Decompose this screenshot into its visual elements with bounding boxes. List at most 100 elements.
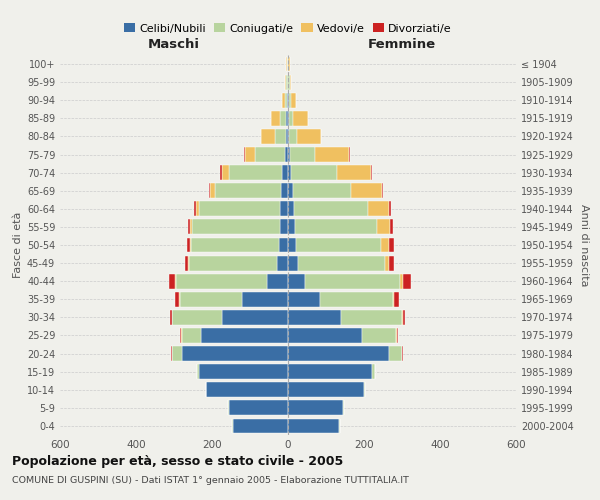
Bar — [220, 165, 221, 180]
Bar — [288, 382, 364, 397]
Bar — [288, 111, 289, 126]
Bar — [197, 364, 199, 379]
Bar — [320, 292, 392, 306]
Bar — [402, 310, 403, 325]
Bar — [337, 165, 371, 180]
Bar — [182, 346, 288, 361]
Bar — [170, 310, 172, 325]
Bar — [286, 111, 288, 126]
Bar — [371, 364, 376, 379]
Bar — [291, 165, 337, 180]
Bar — [194, 202, 196, 216]
Bar — [188, 256, 189, 270]
Bar — [288, 220, 295, 234]
Bar — [293, 184, 352, 198]
Bar — [190, 238, 191, 252]
Bar — [305, 274, 400, 288]
Bar — [280, 202, 288, 216]
Bar — [288, 147, 290, 162]
Bar — [314, 147, 349, 162]
Bar — [289, 111, 293, 126]
Bar — [169, 274, 175, 288]
Bar — [175, 274, 176, 288]
Bar — [297, 129, 322, 144]
Bar — [245, 147, 254, 162]
Bar — [368, 202, 389, 216]
Bar — [280, 220, 288, 234]
Bar — [275, 129, 286, 144]
Bar — [172, 346, 182, 361]
Bar — [189, 256, 277, 270]
Bar — [293, 111, 308, 126]
Bar — [289, 74, 290, 90]
Bar — [286, 56, 287, 72]
Bar — [175, 292, 179, 306]
Bar — [215, 184, 281, 198]
Bar — [277, 256, 288, 270]
Y-axis label: Fasce di età: Fasce di età — [13, 212, 23, 278]
Bar — [394, 292, 399, 306]
Bar — [288, 129, 289, 144]
Bar — [289, 56, 290, 72]
Bar — [206, 382, 288, 397]
Bar — [210, 184, 215, 198]
Y-axis label: Anni di nascita: Anni di nascita — [579, 204, 589, 286]
Bar — [364, 382, 365, 397]
Bar — [176, 274, 267, 288]
Text: Maschi: Maschi — [148, 38, 200, 52]
Bar — [280, 111, 286, 126]
Bar — [382, 184, 383, 198]
Bar — [389, 256, 394, 270]
Bar — [221, 310, 288, 325]
Bar — [229, 400, 288, 415]
Bar — [385, 256, 389, 270]
Bar — [389, 238, 394, 252]
Bar — [290, 74, 292, 90]
Bar — [287, 56, 288, 72]
Bar — [190, 220, 192, 234]
Bar — [286, 74, 287, 90]
Bar — [286, 129, 288, 144]
Bar — [392, 292, 394, 306]
Bar — [182, 328, 200, 343]
Bar — [288, 256, 298, 270]
Bar — [371, 165, 372, 180]
Bar — [288, 364, 371, 379]
Bar — [294, 202, 368, 216]
Bar — [229, 165, 283, 180]
Bar — [185, 256, 188, 270]
Bar — [242, 292, 288, 306]
Legend: Celibi/Nubili, Coniugati/e, Vedovi/e, Divorziati/e: Celibi/Nubili, Coniugati/e, Vedovi/e, Di… — [120, 19, 456, 38]
Text: Popolazione per età, sesso e stato civile - 2005: Popolazione per età, sesso e stato civil… — [12, 455, 343, 468]
Bar — [221, 165, 229, 180]
Bar — [199, 364, 288, 379]
Bar — [199, 202, 280, 216]
Bar — [288, 165, 291, 180]
Bar — [289, 93, 290, 108]
Bar — [403, 274, 411, 288]
Bar — [290, 93, 296, 108]
Bar — [288, 328, 362, 343]
Bar — [233, 418, 288, 434]
Bar — [288, 418, 340, 434]
Bar — [271, 111, 280, 126]
Bar — [289, 129, 297, 144]
Bar — [262, 129, 275, 144]
Bar — [298, 256, 385, 270]
Bar — [377, 220, 390, 234]
Bar — [281, 184, 288, 198]
Bar — [389, 202, 391, 216]
Bar — [403, 310, 405, 325]
Bar — [172, 310, 221, 325]
Bar — [180, 292, 242, 306]
Bar — [288, 238, 296, 252]
Bar — [343, 400, 344, 415]
Bar — [278, 238, 288, 252]
Bar — [288, 184, 293, 198]
Bar — [283, 165, 288, 180]
Bar — [295, 220, 377, 234]
Bar — [188, 220, 190, 234]
Bar — [381, 238, 389, 252]
Bar — [288, 93, 289, 108]
Bar — [288, 310, 341, 325]
